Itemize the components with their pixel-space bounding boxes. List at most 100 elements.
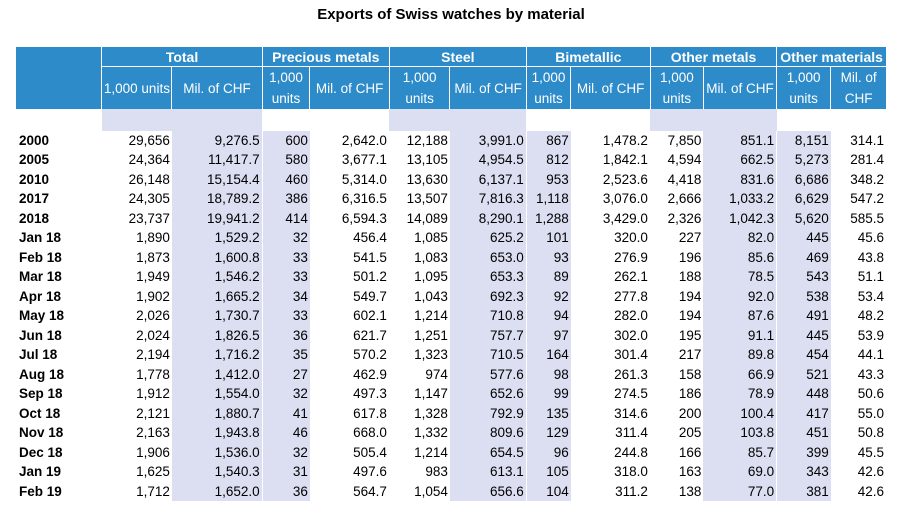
table-cell: 491 <box>776 306 831 326</box>
unit-header-chf: Mil. of CHF <box>309 66 390 109</box>
unit-header-units: 1,000 units <box>101 66 172 109</box>
table-row: Apr 18 1,902 1,665.2 34 549.7 1,043 692.3 92 277… <box>16 286 886 306</box>
table-cell: 613.1 <box>449 462 527 482</box>
table-cell: 2,326 <box>649 208 704 228</box>
table-cell: 541.5 <box>353 249 387 265</box>
table-cell: 32 <box>261 442 310 462</box>
table-cell: 100.4 <box>703 403 777 423</box>
table-cell: 1,554.0 <box>171 384 263 404</box>
table-cell: 1,529.2 <box>171 228 263 248</box>
table-cell: 1,054 <box>388 481 450 501</box>
table-cell: 24,305 <box>101 189 172 209</box>
table-cell: 6,316.5 <box>341 191 387 207</box>
table-row: Jan 18 1,890 1,529.2 32 456.4 1,085 625.2 101 32… <box>16 228 886 248</box>
table-cell: 1,118 <box>525 189 571 209</box>
table-cell: 5,620 <box>776 208 831 228</box>
table-cell: 445 <box>776 228 831 248</box>
table-cell: 194 <box>649 286 704 306</box>
table-cell: 1,043 <box>388 286 450 306</box>
table-cell: 1,890 <box>101 228 172 248</box>
table-cell: 277.8 <box>614 288 648 304</box>
group-header-other-materials: Other materials <box>776 47 886 67</box>
group-header-other-metals: Other metals <box>649 47 777 67</box>
table-cell: 188 <box>649 267 704 287</box>
table-cell: 1,912 <box>101 384 172 404</box>
table-cell: 99 <box>525 384 571 404</box>
table-cell: 543 <box>776 267 831 287</box>
table-cell: 89 <box>525 267 571 287</box>
table-cell: 445 <box>776 325 831 345</box>
table-cell: 42.6 <box>857 483 884 499</box>
table-cell: 3,677.1 <box>341 152 387 168</box>
table-cell: 7,816.3 <box>449 189 527 209</box>
table-cell: 6,686 <box>776 169 831 189</box>
table-cell: 1,880.7 <box>171 403 263 423</box>
row-label: Sep 18 <box>19 386 63 402</box>
table-cell: 314.1 <box>850 132 884 148</box>
table-cell: 262.1 <box>614 269 648 285</box>
table-cell: 460 <box>261 169 310 189</box>
table-cell: 26,148 <box>101 169 172 189</box>
table-cell: 78.9 <box>703 384 777 404</box>
table-cell: 4,594 <box>649 150 704 170</box>
table-cell: 974 <box>388 364 450 384</box>
table-cell: 3,991.0 <box>449 130 527 150</box>
table-cell: 448 <box>776 384 831 404</box>
table-cell: 625.2 <box>449 228 527 248</box>
table-cell: 1,083 <box>388 247 450 267</box>
table-row: 2005 24,364 11,417.7 580 3,677.1 13,105 4,954.… <box>16 150 886 170</box>
table-row: 2000 29,656 9,276.5 600 2,642.0 12,188 3,991.0… <box>16 130 886 150</box>
table-cell: 194 <box>649 306 704 326</box>
row-label: Jan 18 <box>19 230 62 246</box>
table-cell: 1,652.0 <box>171 481 263 501</box>
table-cell: 3,429.0 <box>602 210 648 226</box>
table-cell: 1,943.8 <box>171 423 263 443</box>
group-header-steel: Steel <box>388 47 527 67</box>
table-cell: 417 <box>776 403 831 423</box>
table-cell: 2,163 <box>101 423 172 443</box>
table-cell: 2,026 <box>101 306 172 326</box>
table-cell: 96 <box>525 442 571 462</box>
row-label: Dec 18 <box>19 444 63 460</box>
table-cell: 15,154.4 <box>171 169 263 189</box>
table-cell: 6,137.1 <box>449 169 527 189</box>
table-cell: 24,364 <box>101 150 172 170</box>
table-cell: 1,712 <box>101 481 172 501</box>
unit-header-units: 1,000 units <box>649 66 704 109</box>
table-cell: 348.2 <box>850 171 884 187</box>
table-cell: 617.8 <box>353 405 387 421</box>
table-cell: 12,188 <box>388 130 450 150</box>
table-cell: 1,716.2 <box>171 345 263 365</box>
table-cell: 462.9 <box>353 366 387 382</box>
table-row: Jun 18 2,024 1,826.5 36 621.7 1,251 757.7 97 302… <box>16 325 886 345</box>
table-cell: 302.0 <box>614 327 648 343</box>
table-cell: 1,730.7 <box>171 306 263 326</box>
group-header-total: Total <box>101 47 263 67</box>
table-cell: 2,642.0 <box>341 132 387 148</box>
table-cell: 94 <box>525 306 571 326</box>
table-cell: 135 <box>525 403 571 423</box>
row-label: Apr 18 <box>19 288 62 304</box>
table-cell: 92.0 <box>703 286 777 306</box>
table-cell: 311.2 <box>615 483 648 499</box>
table-cell: 538 <box>776 286 831 306</box>
table-cell: 1,214 <box>388 442 450 462</box>
table-cell: 809.6 <box>449 423 527 443</box>
table-cell: 1,949 <box>101 267 172 287</box>
table-row: 2017 24,305 18,789.2 386 6,316.5 13,507 7,816.… <box>16 189 886 209</box>
table-row: Sep 18 1,912 1,554.0 32 497.3 1,147 652.6 99 274… <box>16 384 886 404</box>
row-label: Feb 19 <box>19 483 62 499</box>
table-cell: 521 <box>776 364 831 384</box>
table-cell: 6,594.3 <box>341 210 387 226</box>
table-cell: 2,194 <box>101 345 172 365</box>
table-cell: 621.7 <box>353 327 387 343</box>
unit-header-units: 1,000 units <box>261 66 310 109</box>
table-cell: 564.7 <box>353 483 387 499</box>
table-cell: 276.9 <box>614 249 648 265</box>
table-cell: 205 <box>649 423 704 443</box>
corner-header <box>16 47 102 110</box>
table-cell: 261.3 <box>614 366 648 382</box>
table-cell: 93 <box>525 247 571 267</box>
table-row: Mar 18 1,949 1,546.2 33 501.2 1,095 653.3 89 262… <box>16 267 886 287</box>
table-cell: 1,332 <box>388 423 450 443</box>
